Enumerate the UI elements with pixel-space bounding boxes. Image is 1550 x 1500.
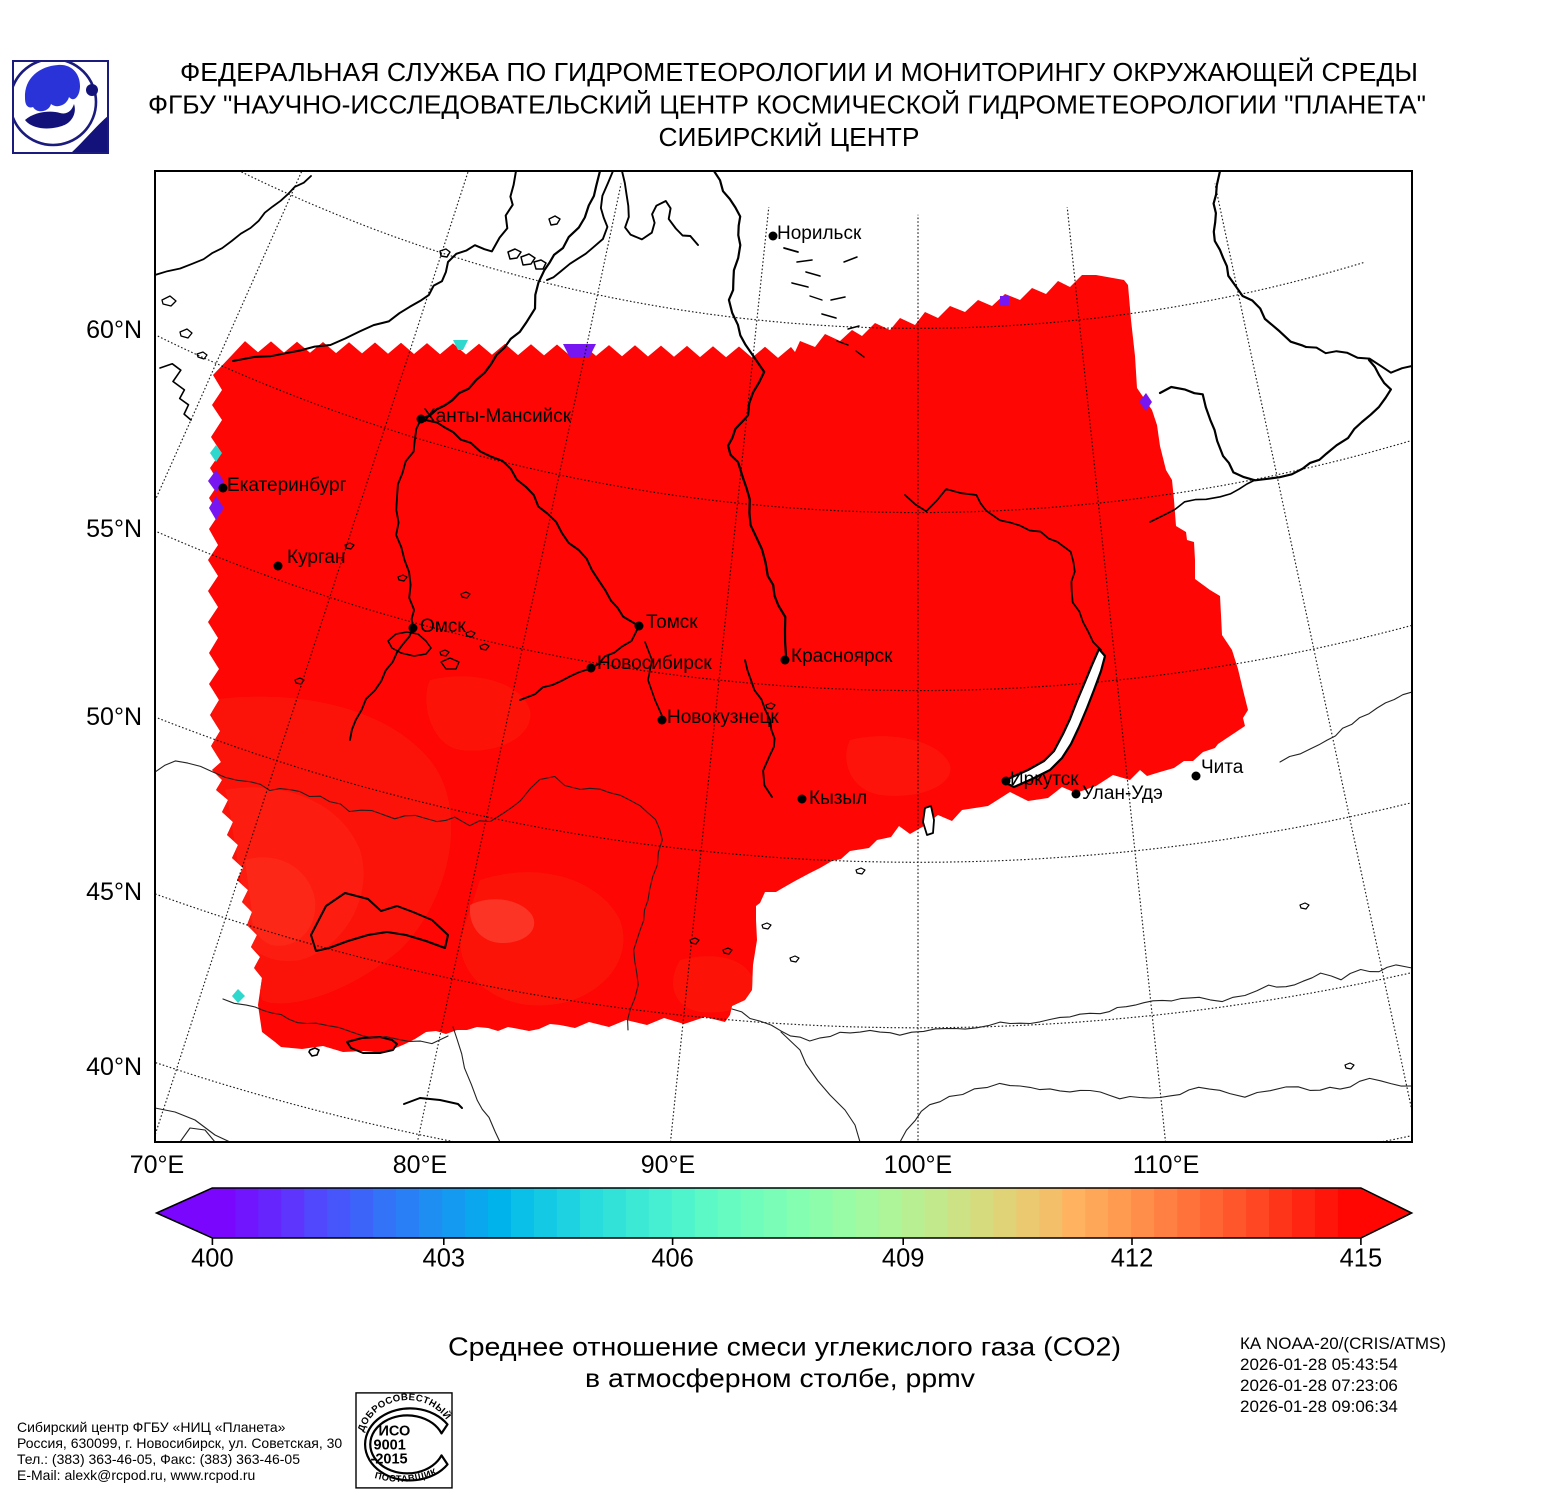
svg-text:КА NOAA-20/(CRIS/ATMS): КА NOAA-20/(CRIS/ATMS) (1240, 1334, 1446, 1353)
svg-text:100°E: 100°E (884, 1151, 952, 1179)
svg-text:90°E: 90°E (641, 1151, 695, 1179)
svg-text:2026-01-28 05:43:54: 2026-01-28 05:43:54 (1240, 1355, 1398, 1374)
svg-text:Улан-Удэ: Улан-Удэ (1082, 783, 1163, 804)
svg-text:9001: 9001 (374, 1437, 406, 1453)
svg-text:412: 412 (1111, 1245, 1154, 1273)
svg-text:409: 409 (882, 1245, 925, 1273)
svg-text:ФГБУ "НАУЧНО-ИССЛЕДОВАТЕЛЬСКИЙ: ФГБУ "НАУЧНО-ИССЛЕДОВАТЕЛЬСКИЙ ЦЕНТР КОС… (148, 90, 1426, 120)
svg-text:403: 403 (423, 1245, 466, 1273)
svg-text:110°E: 110°E (1133, 1151, 1200, 1179)
svg-text:Кызыл: Кызыл (809, 788, 867, 809)
svg-text:70°E: 70°E (130, 1151, 184, 1179)
svg-text:Норильск: Норильск (777, 223, 862, 244)
svg-text:-2015: -2015 (371, 1451, 408, 1467)
svg-text:50°N: 50°N (86, 703, 142, 731)
svg-text:Чита: Чита (1201, 757, 1244, 778)
svg-text:2026-01-28 09:06:34: 2026-01-28 09:06:34 (1240, 1397, 1398, 1416)
svg-text:Сибирский центр ФГБУ «НИЦ «Пла: Сибирский центр ФГБУ «НИЦ «Планета» (17, 1419, 286, 1435)
svg-text:406: 406 (651, 1245, 694, 1273)
svg-text:Россия, 630099, г. Новосибирск: Россия, 630099, г. Новосибирск, ул. Сове… (17, 1435, 342, 1451)
svg-text:Екатеринбург: Екатеринбург (227, 475, 347, 496)
svg-text:400: 400 (191, 1245, 234, 1273)
svg-text:Среднее отношение смеси углеки: Среднее отношение смеси углекислого газа… (448, 1332, 1121, 1362)
svg-text:E-Mail: alexk@rcpod.ru, www.rc: E-Mail: alexk@rcpod.ru, www.rcpod.ru (17, 1467, 255, 1483)
svg-text:80°E: 80°E (393, 1151, 447, 1179)
svg-text:60°N: 60°N (86, 316, 142, 344)
svg-text:415: 415 (1340, 1245, 1383, 1273)
svg-text:Новосибирск: Новосибирск (597, 653, 712, 674)
svg-text:Томск: Томск (646, 612, 698, 633)
svg-text:2026-01-28 07:23:06: 2026-01-28 07:23:06 (1240, 1376, 1398, 1395)
svg-text:в атмосферном столбе, ppmv: в атмосферном столбе, ppmv (585, 1363, 975, 1393)
svg-text:ФЕДЕРАЛЬНАЯ СЛУЖБА ПО ГИДРОМЕТ: ФЕДЕРАЛЬНАЯ СЛУЖБА ПО ГИДРОМЕТЕОРОЛОГИИ … (180, 57, 1418, 87)
svg-text:Красноярск: Красноярск (791, 646, 893, 667)
svg-text:40°N: 40°N (86, 1053, 142, 1081)
svg-text:45°N: 45°N (86, 878, 142, 906)
svg-text:Ханты-Мансийск: Ханты-Мансийск (423, 406, 572, 427)
svg-text:СИБИРСКИЙ ЦЕНТР: СИБИРСКИЙ ЦЕНТР (659, 122, 920, 152)
svg-text:Иркутск: Иркутск (1010, 769, 1079, 790)
svg-text:Новокузнецк: Новокузнецк (667, 707, 779, 728)
svg-text:Курган: Курган (287, 547, 346, 568)
svg-text:ИСО: ИСО (379, 1423, 411, 1439)
svg-text:Тел.: (383) 363-46-05, Факс: (: Тел.: (383) 363-46-05, Факс: (383) 363-4… (17, 1451, 300, 1467)
svg-text:Омск: Омск (420, 616, 466, 637)
svg-text:55°N: 55°N (86, 515, 142, 543)
